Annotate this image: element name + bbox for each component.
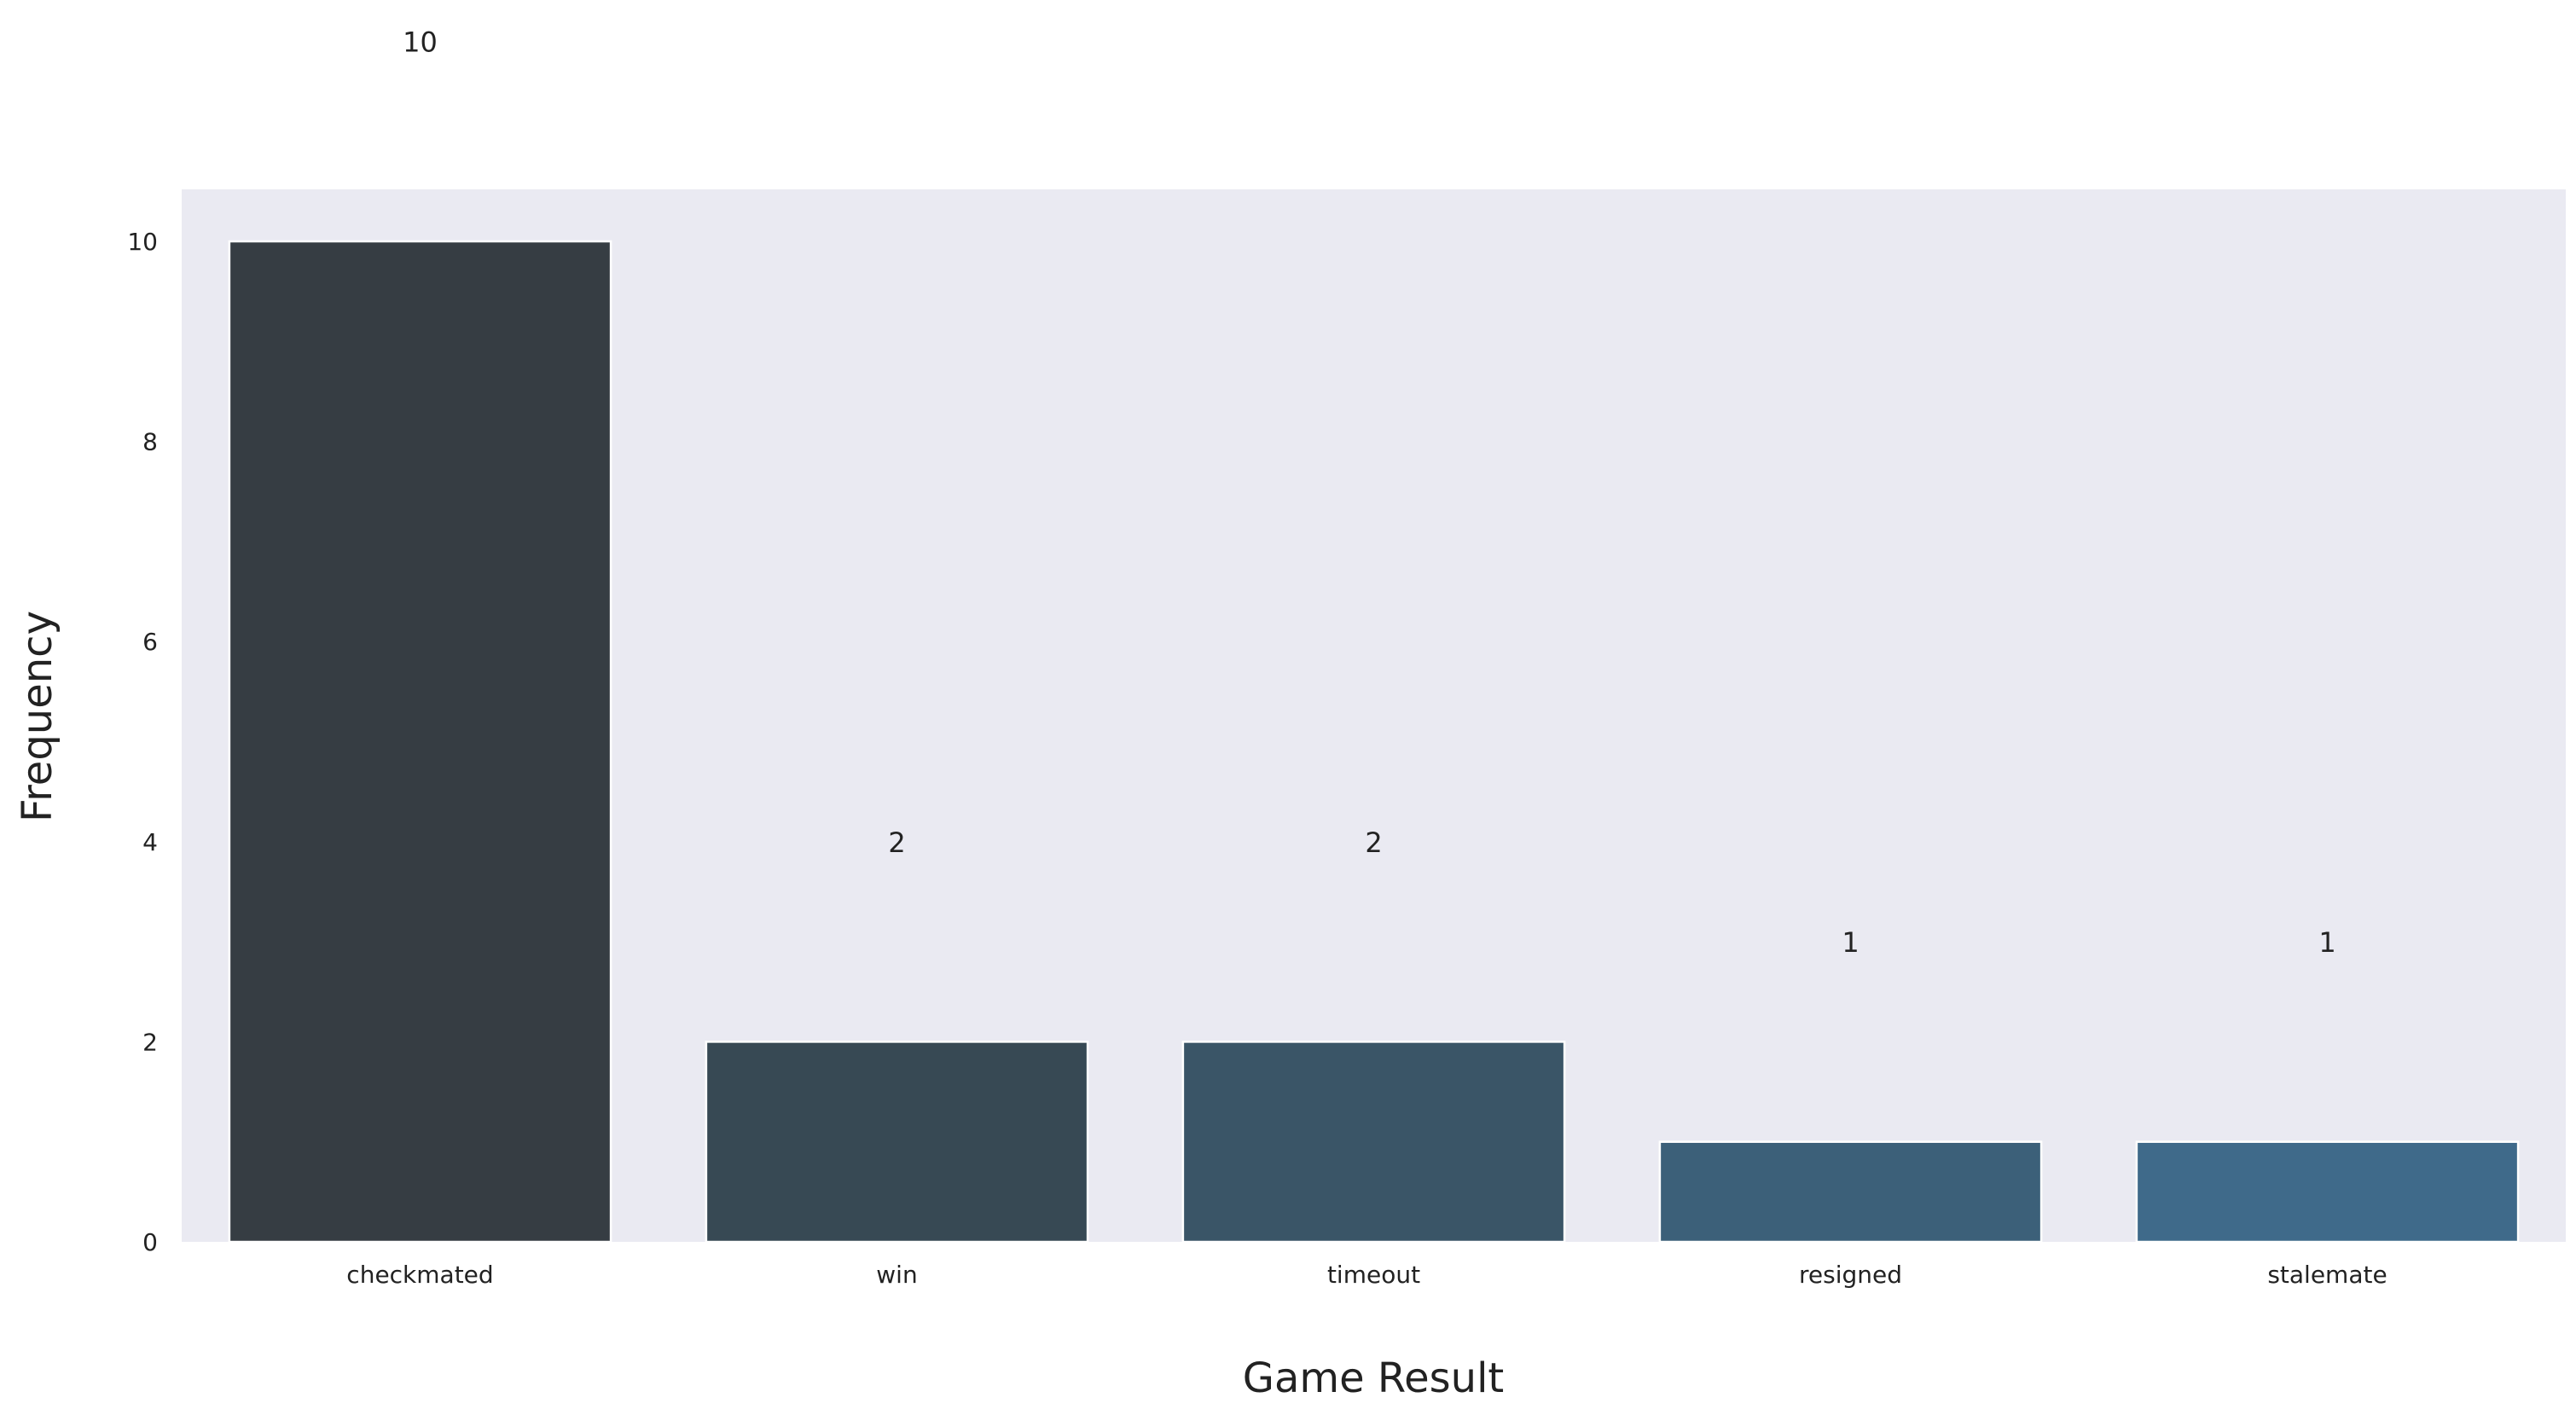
- bar-stalemate: [2135, 1140, 2520, 1244]
- y-axis-ticks: 0 2 4 6 8 10: [127, 228, 158, 1256]
- bar-timeout: [1181, 1041, 1566, 1244]
- y-tick-label: 10: [127, 228, 158, 256]
- bar-win: [705, 1041, 1089, 1244]
- y-tick-label: 4: [142, 828, 158, 856]
- bar-checkmated: [228, 240, 612, 1244]
- y-axis-title: Frequency: [14, 611, 61, 822]
- y-tick-label: 2: [142, 1028, 158, 1056]
- y-tick-label: 6: [142, 628, 158, 656]
- bars: [228, 240, 2520, 1244]
- x-tick-label-resigned: resigned: [1799, 1261, 1902, 1289]
- y-tick-label: 0: [142, 1228, 158, 1256]
- data-label-checkmated: 10: [403, 26, 438, 58]
- data-labels: 10 2 2 1 1: [403, 26, 2336, 959]
- y-tick-label: 8: [142, 428, 158, 456]
- data-label-timeout: 2: [1365, 826, 1382, 859]
- x-axis-ticks: checkmated win timeout resigned stalemate: [346, 1261, 2387, 1289]
- bar-resigned: [1658, 1140, 2043, 1244]
- x-axis-title: Game Result: [1243, 1354, 1504, 1402]
- data-label-resigned: 1: [1842, 926, 1859, 959]
- x-tick-label-stalemate: stalemate: [2267, 1261, 2387, 1289]
- data-label-win: 2: [888, 826, 905, 859]
- x-tick-label-win: win: [876, 1261, 917, 1289]
- x-tick-label-timeout: timeout: [1327, 1261, 1420, 1289]
- data-label-stalemate: 1: [2318, 926, 2335, 959]
- x-tick-label-checkmated: checkmated: [346, 1261, 493, 1289]
